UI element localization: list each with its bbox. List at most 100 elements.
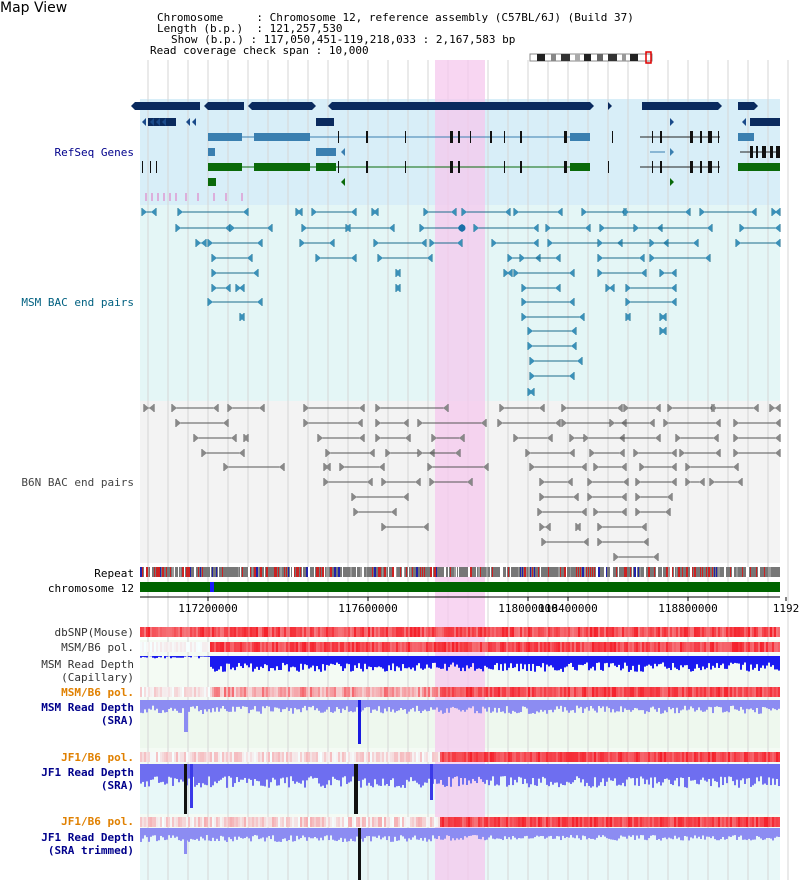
polymorphism-bin	[388, 627, 390, 637]
read-depth-bin	[194, 764, 196, 787]
polymorphism-bin	[576, 627, 578, 637]
track-label-msm-bac[interactable]: MSM BAC end pairs	[21, 296, 134, 309]
polymorphism-bin	[718, 627, 720, 637]
polymorphism-bin	[332, 687, 334, 697]
read-depth-bin	[678, 656, 680, 671]
read-depth-bin	[566, 764, 568, 782]
read-depth-bin	[676, 764, 678, 779]
polymorphism-bin	[220, 817, 222, 827]
polymorphism-bin	[168, 627, 170, 637]
read-depth-bin	[582, 656, 584, 666]
repeat-element	[672, 567, 673, 577]
repeat-element	[492, 567, 493, 577]
gene-exon-tick	[762, 146, 766, 158]
polymorphism-bin	[338, 817, 340, 827]
read-depth-bin	[630, 764, 632, 779]
gene-exon-tick	[690, 161, 693, 173]
read-depth-bin	[152, 828, 154, 836]
polymorphism-bin	[702, 817, 704, 827]
polymorphism-bin	[244, 817, 246, 827]
read-depth-bin	[218, 828, 220, 841]
read-depth-bin	[234, 828, 236, 837]
read-depth-bin	[344, 656, 346, 669]
read-depth-bin	[442, 656, 444, 669]
polymorphism-bin	[274, 627, 276, 637]
polymorphism-bin	[296, 817, 298, 827]
polymorphism-bin	[432, 687, 434, 697]
polymorphism-bin	[580, 642, 582, 652]
polymorphism-bin	[302, 642, 304, 652]
polymorphism-bin	[562, 627, 564, 637]
gene-exon-tick	[450, 161, 453, 173]
polymorphism-bin	[502, 687, 504, 697]
read-depth-bin	[748, 700, 750, 710]
bac-end-marker	[570, 434, 575, 442]
polymorphism-bin	[754, 627, 756, 637]
repeat-element	[166, 567, 167, 577]
read-depth-bin	[376, 700, 378, 711]
polymorphism-bin	[392, 817, 394, 827]
polymorphism-bin	[628, 817, 630, 827]
polymorphism-bin	[526, 642, 528, 652]
polymorphism-bin	[160, 752, 162, 762]
polymorphism-bin	[464, 817, 466, 827]
read-depth-bin	[276, 656, 278, 667]
track-label-refseq[interactable]: RefSeq Genes	[54, 146, 134, 159]
repeat-element	[356, 567, 357, 577]
read-depth-bin	[746, 828, 748, 841]
read-depth-bin	[340, 700, 342, 713]
read-depth-bin	[424, 764, 426, 783]
polymorphism-bin	[350, 817, 352, 827]
bac-end-marker	[775, 449, 780, 457]
gene-exon	[208, 133, 242, 141]
polymorphism-bin	[232, 817, 234, 827]
read-depth-bin	[466, 828, 468, 838]
read-depth-bin	[630, 656, 632, 670]
polymorphism-bin	[362, 642, 364, 652]
gene-strand-arrow	[718, 102, 722, 110]
read-depth-bin	[696, 656, 698, 665]
polymorphism-bin	[390, 627, 392, 637]
bac-end-marker	[661, 327, 666, 335]
bac-end-marker	[172, 404, 177, 412]
read-depth-bin	[246, 764, 248, 783]
repeat-element	[586, 567, 587, 577]
read-depth-bin	[294, 764, 296, 784]
repeat-element	[580, 567, 581, 577]
polymorphism-bin	[276, 817, 278, 827]
polymorphism-bin	[362, 817, 364, 827]
bac-end-marker	[699, 478, 704, 486]
bac-end-marker	[351, 208, 356, 216]
repeat-element	[146, 567, 148, 577]
read-depth-bin	[264, 656, 266, 665]
read-depth-bin	[428, 828, 430, 840]
track-label-b6n-bac[interactable]: B6N BAC end pairs	[21, 476, 134, 489]
read-depth-bin	[612, 828, 614, 840]
read-depth-bin	[520, 764, 522, 778]
polymorphism-bin	[224, 687, 226, 697]
read-depth-bin	[456, 828, 458, 839]
read-depth-bin	[614, 828, 616, 841]
polymorphism-bin	[564, 752, 566, 762]
read-depth-bin	[464, 656, 466, 672]
polymorphism-bin	[300, 752, 302, 762]
gene-exon-tick	[660, 131, 662, 143]
polymorphism-bin	[730, 752, 732, 762]
bac-end-marker	[405, 434, 410, 442]
polymorphism-bin	[588, 752, 590, 762]
gene-strand-arrow	[156, 118, 160, 126]
polymorphism-bin	[532, 752, 534, 762]
polymorphism-bin	[650, 752, 652, 762]
read-depth-bin	[744, 764, 746, 784]
polymorphism-bin	[594, 752, 596, 762]
read-depth-bin	[518, 828, 520, 839]
chromosome-position-mark	[210, 582, 214, 592]
read-depth-bin	[754, 700, 756, 713]
read-depth-bin	[702, 828, 704, 836]
read-depth-bin	[414, 656, 416, 671]
read-depth-bin	[578, 700, 580, 709]
polymorphism-bin	[148, 817, 150, 827]
read-depth-bin	[588, 764, 590, 786]
span-value: 10,000	[328, 44, 369, 57]
